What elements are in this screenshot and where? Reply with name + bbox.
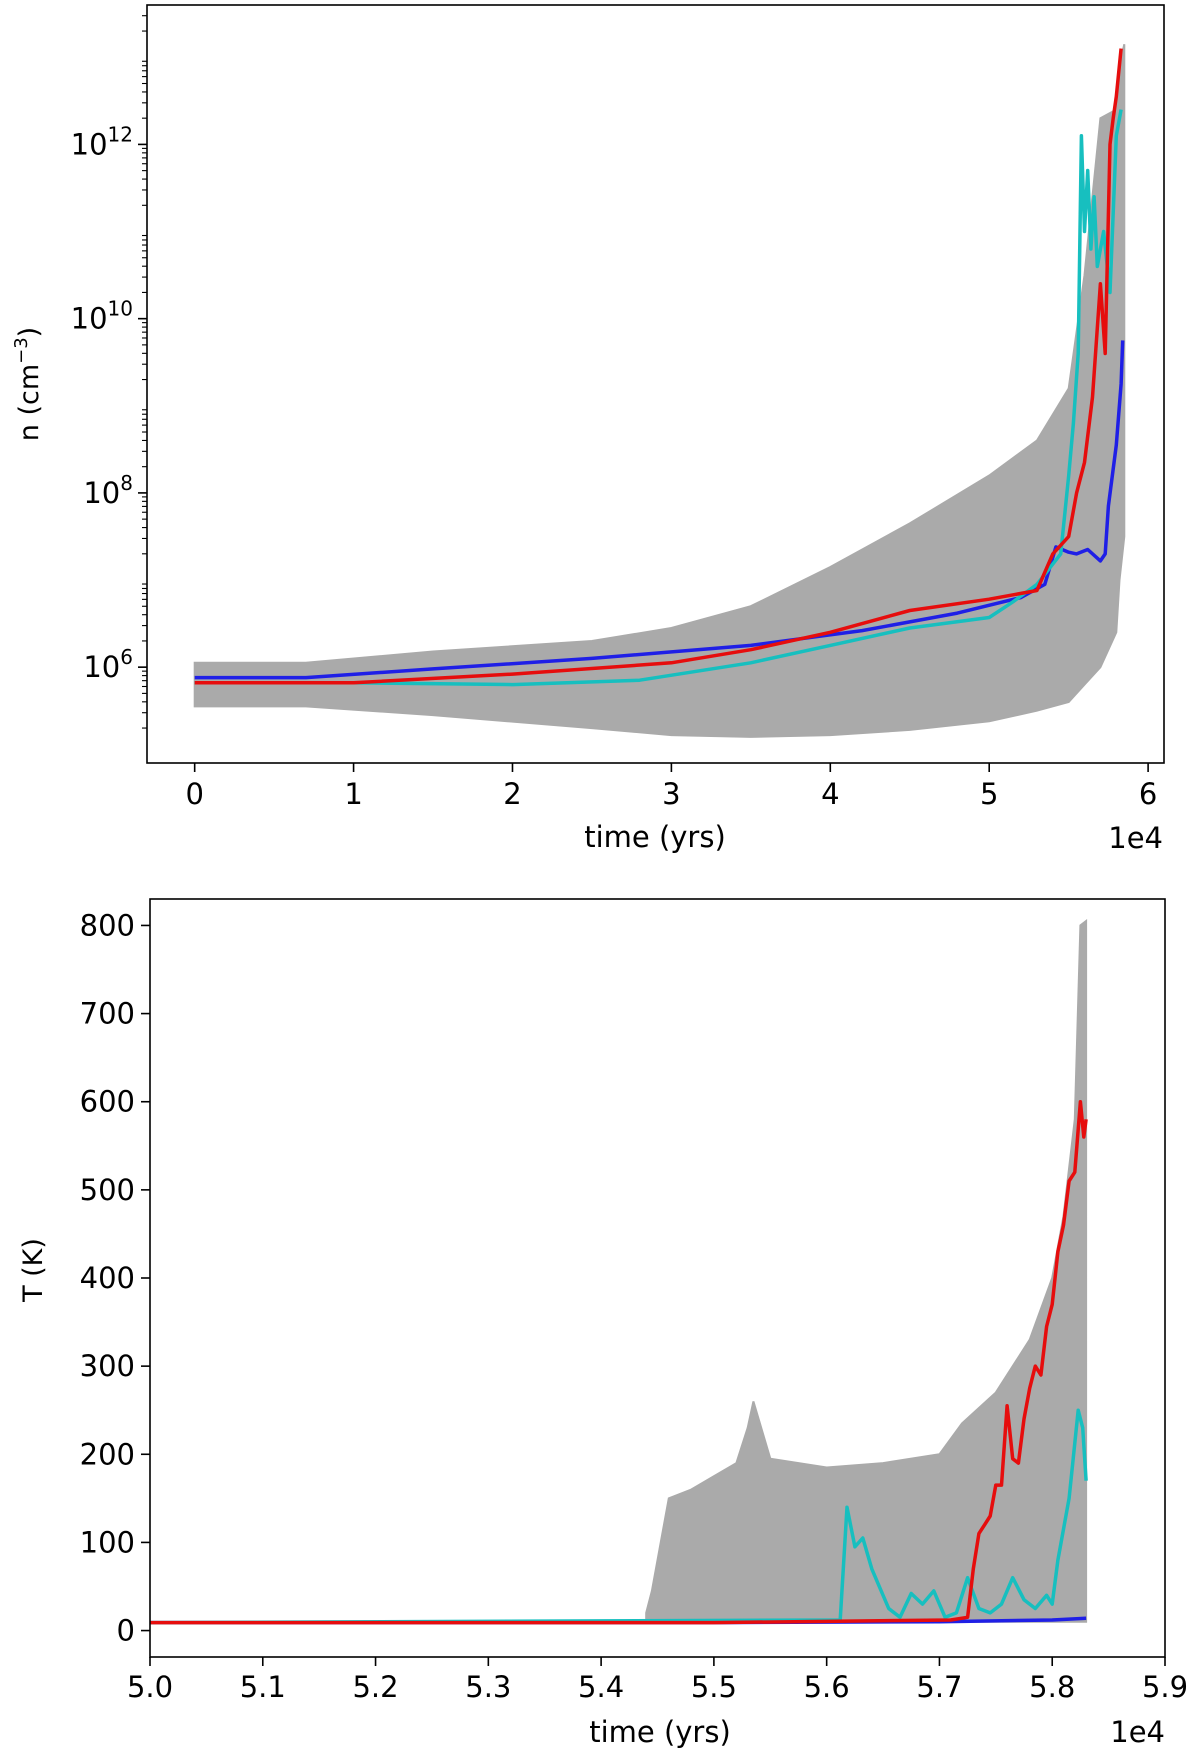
density-y-tick-base: 10 xyxy=(83,650,120,684)
density-x-tick-label: 0 xyxy=(185,777,203,811)
density-y-tick-exponent: 6 xyxy=(120,645,133,669)
temperature-x-tick-label: 5.6 xyxy=(804,1670,850,1704)
density-x-ticks: 0 1 2 3 4 5 6 xyxy=(185,763,1157,811)
density-y-tick-exponent: 10 xyxy=(108,297,133,321)
temperature-y-axis-label: T (K) xyxy=(18,1238,49,1303)
temperature-x-tick-label: 5.0 xyxy=(127,1670,173,1704)
density-x-tick-label: 5 xyxy=(980,777,998,811)
temperature-x-tick-label: 5.7 xyxy=(916,1670,962,1704)
temperature-y-tick-label: 400 xyxy=(80,1261,135,1295)
temperature-y-tick-label: 100 xyxy=(80,1525,135,1559)
temperature-y-tick-label: 0 xyxy=(117,1614,135,1648)
temperature-panel: 5.0 5.1 5.2 5.3 5.4 5.5 5.6 5.7 5.8 5.9 0 100 200 30… xyxy=(18,898,1188,1749)
temperature-x-tick-label: 5.3 xyxy=(465,1670,511,1704)
density-line-cyan xyxy=(194,109,1123,687)
density-y-tick-label: 108 xyxy=(83,471,133,510)
density-y-tick-label: 106 xyxy=(83,645,133,684)
density-y-axis-label: n (cm−3) xyxy=(11,327,45,441)
temperature-line-cyan xyxy=(150,1408,1088,1625)
density-y-tick-exponent: 8 xyxy=(120,471,133,495)
temperature-y-tick-label: 500 xyxy=(80,1173,135,1207)
density-x-offset-text: 1e4 xyxy=(1108,821,1163,855)
temperature-x-tick-label: 5.1 xyxy=(240,1670,286,1704)
temperature-y-tick-label: 700 xyxy=(80,997,135,1031)
temperature-y-ticks: 0 100 200 300 400 500 600 700 800 xyxy=(80,908,150,1648)
temperature-x-tick-label: 5.2 xyxy=(352,1670,398,1704)
density-ensemble-band xyxy=(193,43,1126,738)
density-y-label-close: ) xyxy=(14,327,45,338)
density-y-tick-base: 10 xyxy=(71,127,108,161)
temperature-x-ticks: 5.0 5.1 5.2 5.3 5.4 5.5 5.6 5.7 5.8 5.9 xyxy=(127,1657,1188,1704)
temperature-x-tick-label: 5.5 xyxy=(691,1670,737,1704)
density-x-tick-label: 2 xyxy=(503,777,521,811)
density-y-label-main: n (cm xyxy=(14,364,45,441)
density-y-tick-label: 1012 xyxy=(71,122,133,161)
temperature-x-tick-label: 5.8 xyxy=(1029,1670,1075,1704)
temperature-x-offset-text: 1e4 xyxy=(1110,1715,1165,1749)
temperature-y-tick-label: 200 xyxy=(80,1437,135,1471)
temperature-ensemble-band xyxy=(645,918,1088,1623)
density-y-label-sup: −3 xyxy=(11,337,32,364)
density-y-tick-label: 1010 xyxy=(71,297,133,336)
density-x-tick-label: 1 xyxy=(344,777,362,811)
temperature-line-red xyxy=(150,1099,1088,1625)
density-y-tick-base: 10 xyxy=(71,302,108,336)
density-x-axis-label: time (yrs) xyxy=(584,820,726,854)
density-x-tick-label: 4 xyxy=(821,777,839,811)
density-y-tick-base: 10 xyxy=(83,476,120,510)
temperature-x-axis-label: time (yrs) xyxy=(589,1715,731,1749)
density-x-tick-label: 6 xyxy=(1139,777,1157,811)
density-axes-frame xyxy=(146,4,1165,764)
density-line-blue xyxy=(194,340,1125,680)
temperature-x-tick-label: 5.9 xyxy=(1142,1670,1188,1704)
temperature-y-tick-label: 300 xyxy=(80,1349,135,1383)
density-x-tick-label: 3 xyxy=(662,777,680,811)
temperature-y-tick-label: 600 xyxy=(80,1085,135,1119)
temperature-x-tick-label: 5.4 xyxy=(578,1670,624,1704)
density-line-red xyxy=(194,48,1123,685)
density-y-tick-exponent: 12 xyxy=(108,122,133,146)
temperature-y-tick-label: 800 xyxy=(80,908,135,942)
